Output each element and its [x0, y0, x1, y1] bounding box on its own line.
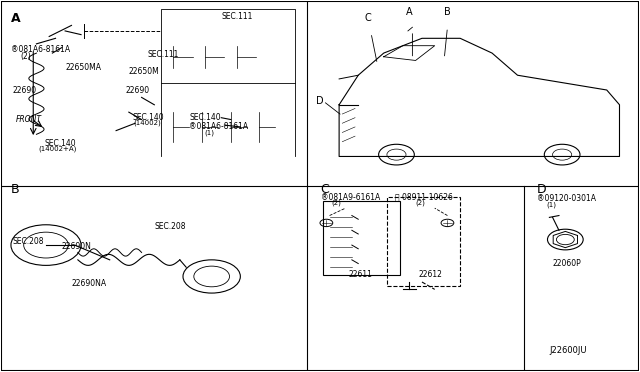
Text: 22690: 22690	[125, 86, 150, 94]
Text: ®081A6-8161A: ®081A6-8161A	[11, 45, 70, 54]
Text: D: D	[316, 96, 324, 106]
Text: 22060P: 22060P	[552, 259, 581, 268]
Text: SEC.208: SEC.208	[154, 222, 186, 231]
Text: (2): (2)	[332, 199, 341, 206]
Text: 22611: 22611	[349, 270, 372, 279]
Text: SEC.111: SEC.111	[148, 51, 179, 60]
Text: (14002+A): (14002+A)	[38, 146, 77, 152]
Text: 22690: 22690	[13, 86, 37, 94]
Text: 22690NA: 22690NA	[72, 279, 107, 288]
Text: J22600JU: J22600JU	[549, 346, 587, 355]
Text: A: A	[406, 7, 413, 17]
Text: SEC.208: SEC.208	[13, 237, 44, 246]
Text: (14002): (14002)	[133, 120, 161, 126]
Text: ®09120-0301A: ®09120-0301A	[537, 195, 596, 203]
Text: B: B	[444, 7, 451, 17]
Text: C: C	[320, 183, 329, 196]
Text: ®081A6-8161A: ®081A6-8161A	[189, 122, 248, 131]
Text: B: B	[11, 183, 20, 196]
Text: (2): (2)	[415, 199, 426, 206]
Text: (1): (1)	[204, 129, 214, 136]
Text: 22612: 22612	[419, 270, 443, 279]
Text: FRONT: FRONT	[15, 115, 42, 124]
Text: (2): (2)	[20, 52, 31, 61]
Text: SEC.140: SEC.140	[45, 139, 76, 148]
Text: ®081A9-6161A: ®081A9-6161A	[321, 193, 381, 202]
Text: SEC.140: SEC.140	[189, 113, 221, 122]
Text: D: D	[537, 183, 547, 196]
Text: 22650M: 22650M	[129, 67, 159, 76]
Text: SEC.111: SEC.111	[221, 12, 253, 21]
Text: 22690N: 22690N	[62, 243, 92, 251]
Text: Ⓝ 08911-10626: Ⓝ 08911-10626	[395, 193, 453, 202]
Text: 22650MA: 22650MA	[65, 63, 101, 72]
Text: (1): (1)	[547, 201, 557, 208]
Text: C: C	[364, 13, 371, 23]
Text: A: A	[11, 12, 20, 25]
Text: SEC.140: SEC.140	[132, 113, 164, 122]
